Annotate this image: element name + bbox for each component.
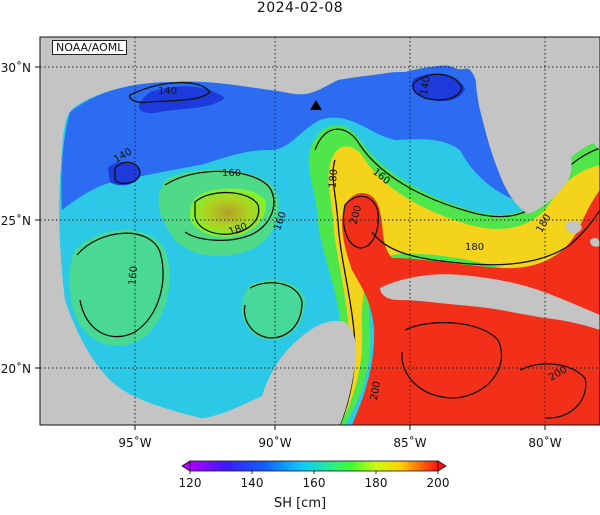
warm-caribbean-region bbox=[342, 190, 600, 425]
station-triangle-icon bbox=[310, 100, 322, 110]
contour-label: 200 bbox=[349, 204, 365, 225]
contour-label: 180 bbox=[327, 169, 340, 189]
green-central-region bbox=[241, 280, 305, 340]
loop-current-yellow bbox=[328, 146, 600, 425]
colorbar-tick: 180 bbox=[365, 476, 388, 490]
map-frame bbox=[39, 36, 600, 426]
graticule bbox=[40, 37, 600, 425]
green-southwest-region bbox=[69, 230, 170, 346]
map-title: 2024-02-08 bbox=[256, 0, 344, 16]
contour-label: 200 bbox=[369, 380, 383, 401]
lon-tick-label: 85˚W bbox=[393, 435, 426, 450]
yucatan-peninsula bbox=[262, 320, 357, 425]
contour-label: 160 bbox=[222, 168, 241, 179]
cuba-island bbox=[380, 274, 600, 330]
lon-tick-label: 95˚W bbox=[118, 435, 151, 450]
us-gulf-coast-land bbox=[40, 37, 600, 425]
contour-label: 180 bbox=[465, 242, 484, 253]
bahamas-islands bbox=[565, 220, 600, 247]
axis-ticks bbox=[35, 66, 546, 430]
contour-label: 160 bbox=[127, 266, 140, 286]
contour-label: 140 bbox=[419, 75, 433, 96]
lon-tick-label: 80˚W bbox=[528, 435, 561, 450]
colorbar-gradient bbox=[189, 460, 439, 472]
lat-tick-label: 25˚N bbox=[1, 213, 31, 228]
colorbar-tick: 120 bbox=[179, 476, 202, 490]
colorbar: 120 140 160 180 200 bbox=[179, 460, 450, 490]
contour-label: 140 bbox=[158, 86, 177, 97]
colorbar-tick: 140 bbox=[241, 476, 264, 490]
lat-tick-label: 20˚N bbox=[1, 361, 31, 376]
deep-blue-east-core bbox=[411, 73, 465, 102]
florida-peninsula bbox=[475, 58, 572, 214]
colorbar-high-arrow bbox=[437, 460, 447, 472]
lat-tick-label: 30˚N bbox=[1, 60, 31, 75]
credit-label: NOAA/AOML bbox=[52, 40, 128, 55]
colorbar-tick: 160 bbox=[303, 476, 326, 490]
lon-tick-label: 90˚W bbox=[258, 435, 291, 450]
colorbar-low-arrow bbox=[181, 460, 191, 472]
colorbar-title: SH [cm] bbox=[273, 496, 327, 511]
colorbar-tick: 200 bbox=[427, 476, 450, 490]
